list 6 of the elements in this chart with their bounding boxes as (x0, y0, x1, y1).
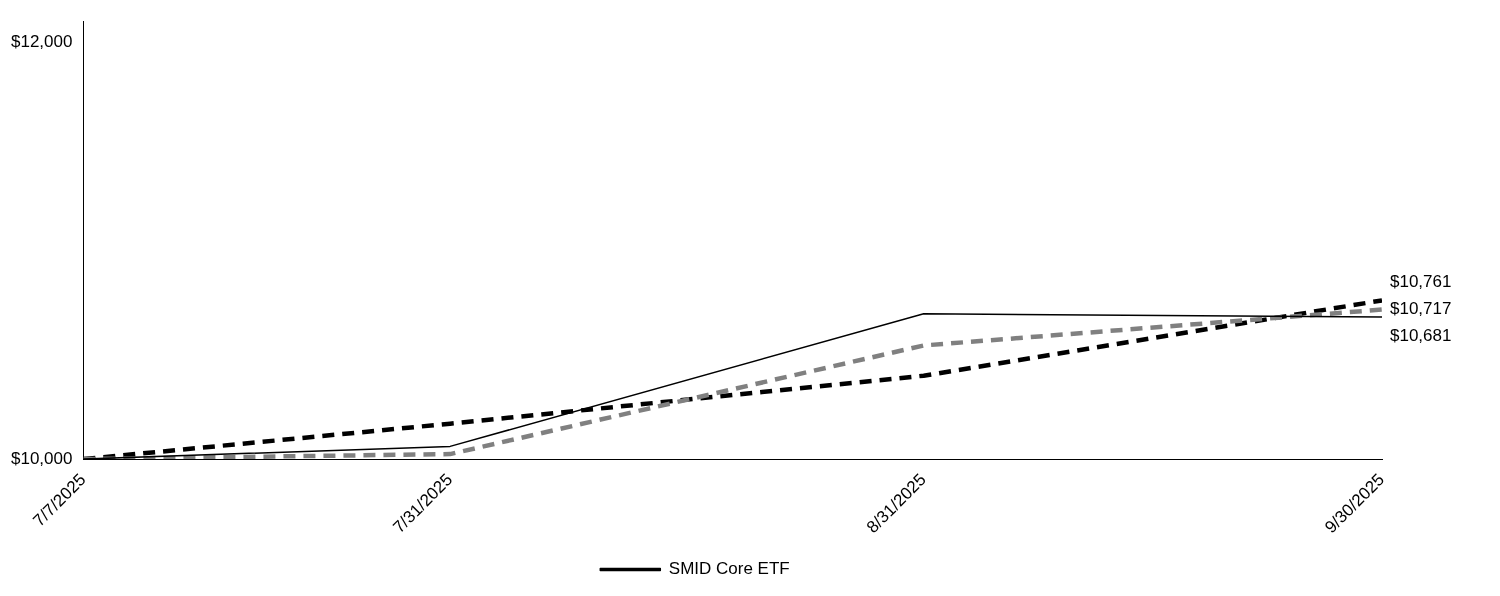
y-tick-label: $12,000 (11, 31, 73, 51)
data-label: $10,717 (1390, 298, 1452, 318)
data-label: $10,681 (1390, 325, 1452, 345)
y-tick-label: $10,000 (11, 448, 73, 468)
legend-label: SMID Core ETF (668, 559, 790, 579)
data-label: $10,761 (1390, 271, 1452, 291)
